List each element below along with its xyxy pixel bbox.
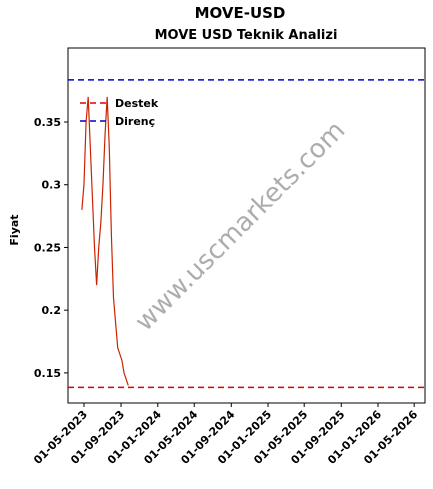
plot-frame [67,47,426,404]
y-tick-label: 0.3 [42,179,62,192]
y-tick-label: 0.2 [42,304,62,317]
y-tick-label: 0.15 [34,367,61,380]
legend-label: Destek [115,97,159,110]
y-tick-label: 0.25 [34,241,61,254]
watermark: www.uscmarkets.com [129,115,351,337]
price-line [81,96,129,386]
y-tick-label: 0.35 [34,116,61,129]
legend-label: Direnç [115,115,155,128]
chart-subtitle: MOVE USD Teknik Analizi [155,28,338,43]
chart-title: MOVE-USD [195,4,286,22]
y-axis-label: Fiyat [8,214,21,245]
